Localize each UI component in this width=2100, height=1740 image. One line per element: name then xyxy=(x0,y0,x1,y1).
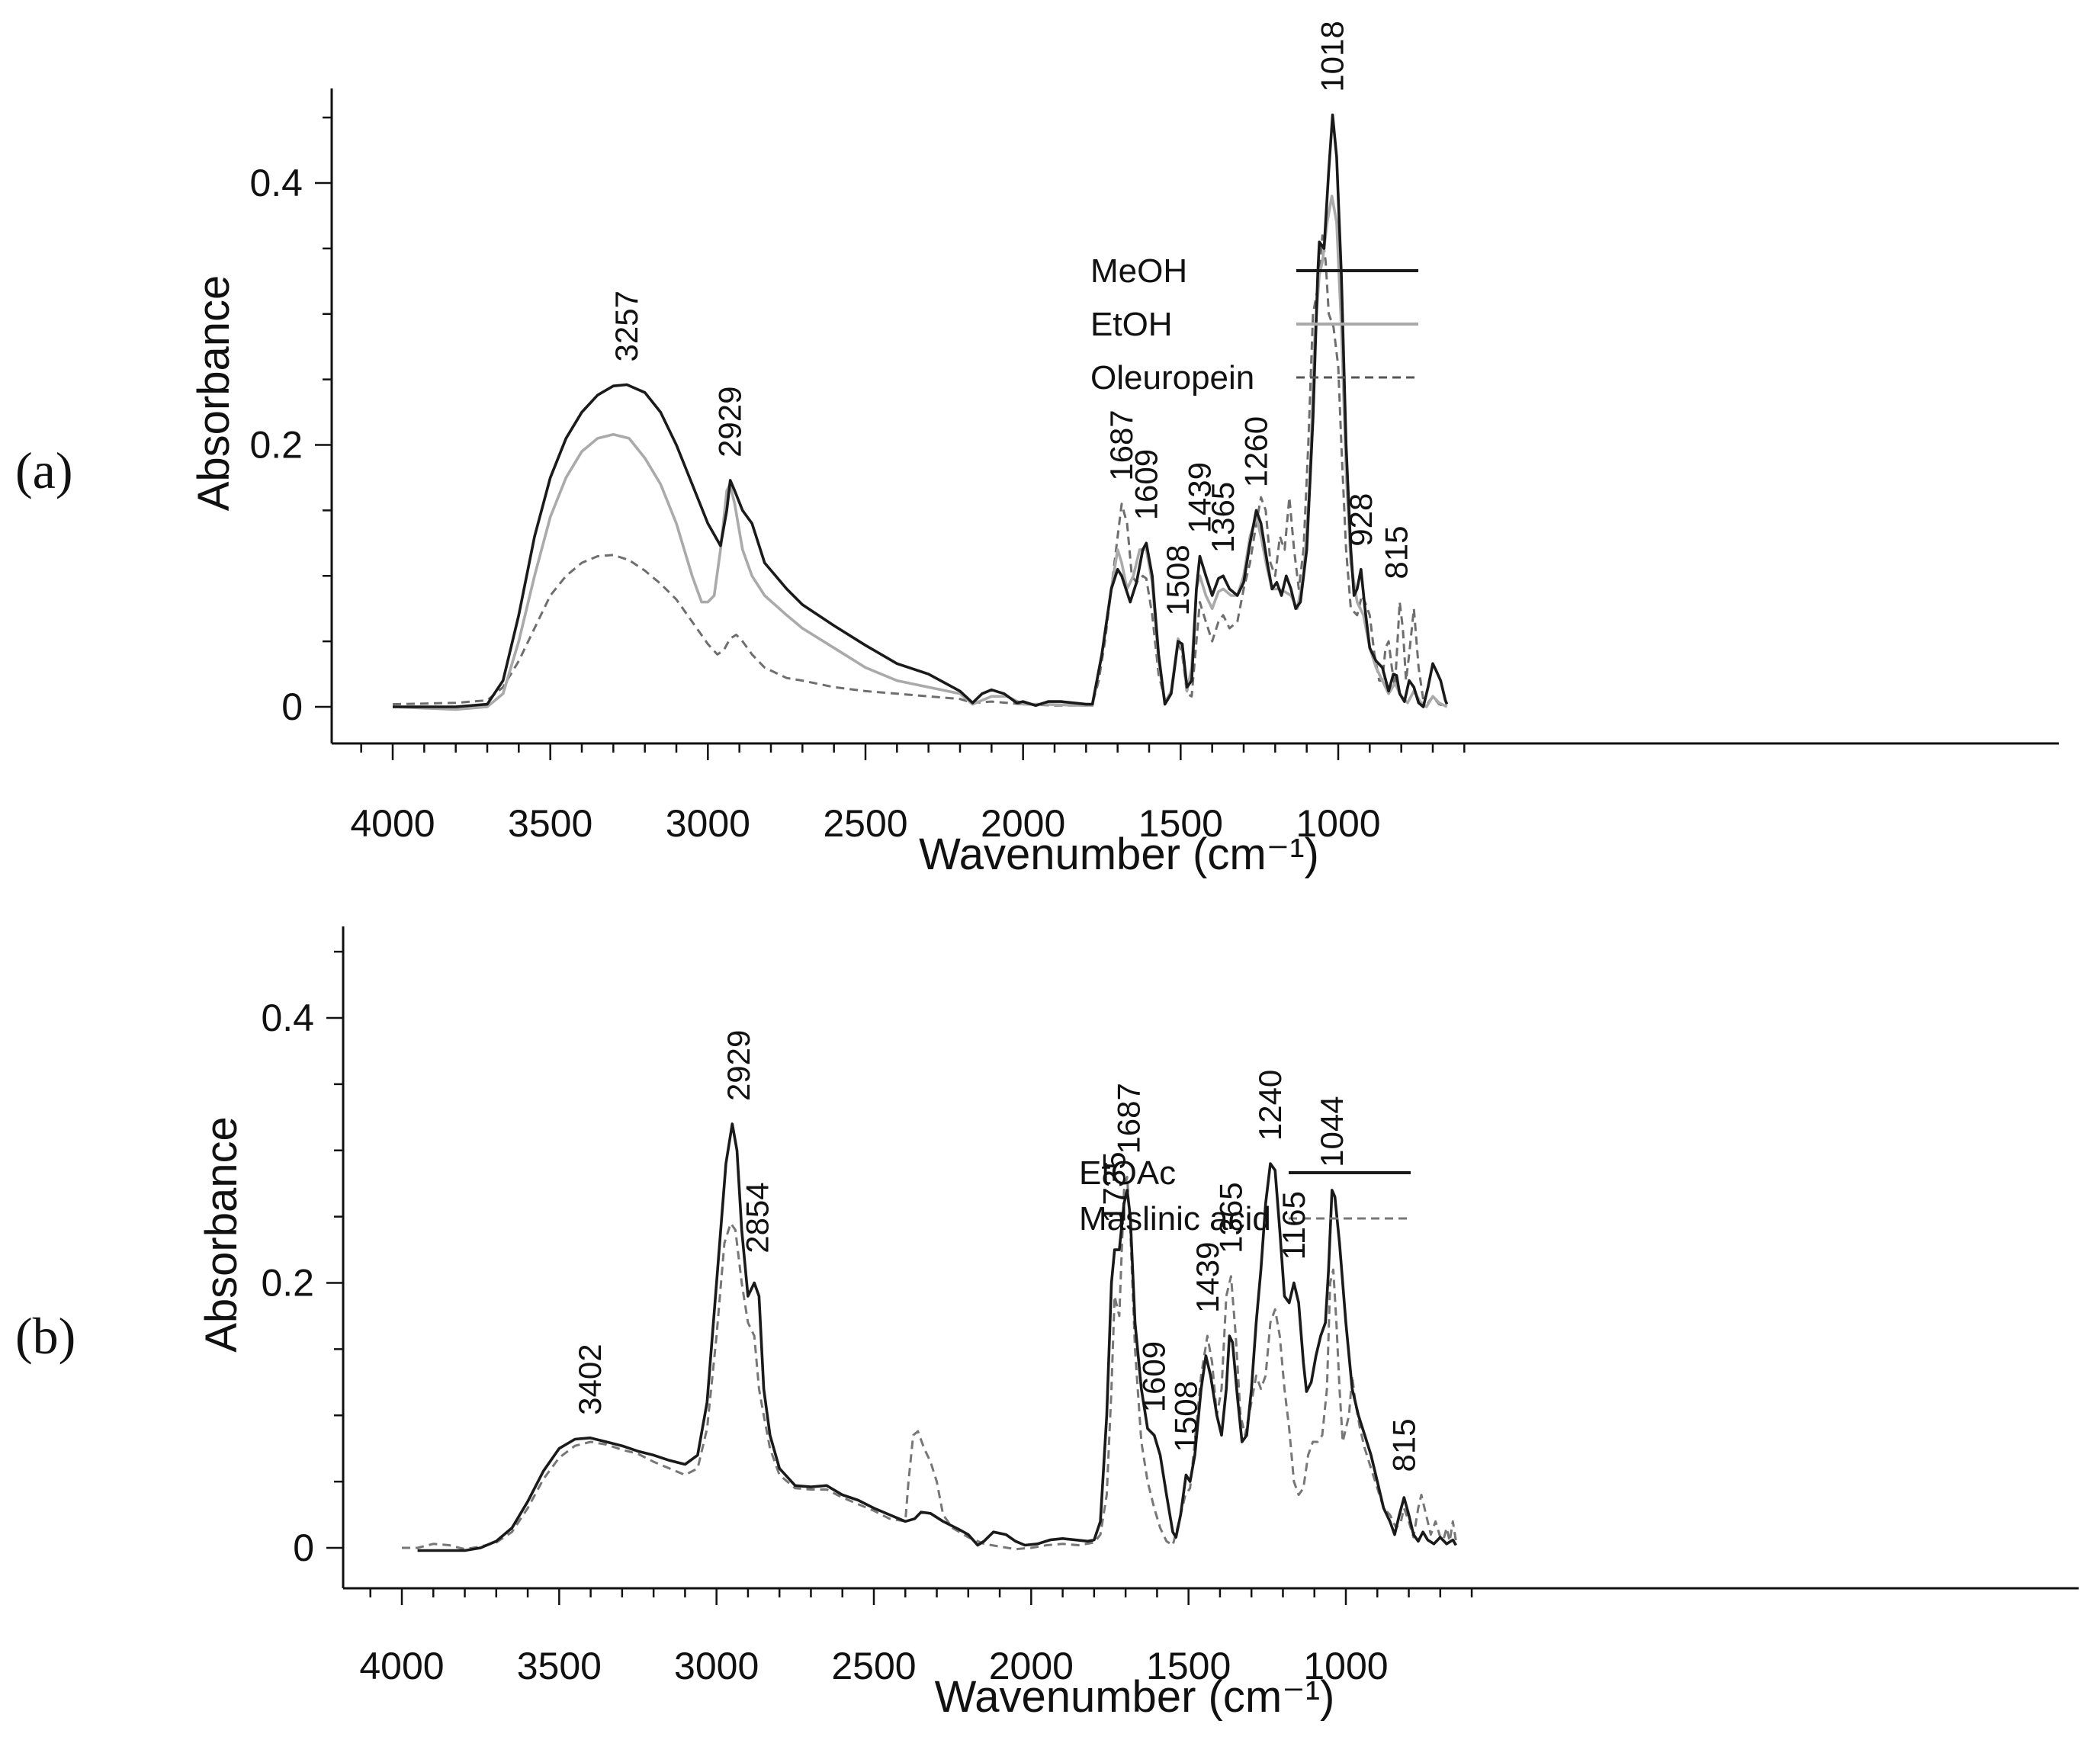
legend-label: Maslinic acid xyxy=(1079,1200,1271,1238)
x-tick-label: 3000 xyxy=(674,1645,759,1687)
y-tick-label: 0 xyxy=(281,685,303,728)
series-line-etoac xyxy=(417,1122,1457,1552)
peak-label: 1044 xyxy=(1314,1096,1350,1167)
peak-label: 1018 xyxy=(1315,21,1350,91)
peak-label: 3257 xyxy=(608,291,644,361)
y-tick-label: 0.2 xyxy=(249,424,303,467)
peak-label: 2929 xyxy=(712,386,748,457)
peak-label: 1260 xyxy=(1238,416,1273,487)
x-axis-title: Wavenumber (cm⁻¹) xyxy=(919,830,1319,879)
x-tick-label: 1000 xyxy=(1296,802,1380,845)
panel-label: (b) xyxy=(15,1307,75,1365)
series-line-oleuropein xyxy=(392,234,1448,708)
x-tick-label: 2000 xyxy=(989,1645,1074,1687)
series-line-etoh xyxy=(392,194,1448,711)
peak-label: 1508 xyxy=(1167,1381,1203,1452)
peak-label: 1508 xyxy=(1160,544,1196,615)
peak-label: 815 xyxy=(1379,526,1414,579)
x-tick-label: 2000 xyxy=(981,802,1065,845)
peak-label: 928 xyxy=(1343,493,1379,547)
x-tick-label: 3500 xyxy=(517,1645,602,1687)
x-tick-label: 3000 xyxy=(666,802,750,845)
y-axis-title: Absorbance xyxy=(189,275,239,512)
y-tick-label: 0.2 xyxy=(261,1262,314,1305)
chart-panel-b: 4000 3500 3000 2500 2000 1500 1000 0 0.2 0.4 Waven… xyxy=(15,926,2079,1722)
legend-label: MeOH xyxy=(1090,252,1187,290)
peak-label: 1240 xyxy=(1252,1070,1288,1141)
peak-label: 815 xyxy=(1386,1418,1421,1472)
x-tick-label: 2500 xyxy=(823,802,907,845)
legend-label: Oleuropein xyxy=(1090,359,1254,396)
x-tick-label: 1000 xyxy=(1303,1645,1388,1687)
peak-label: 1365 xyxy=(1205,482,1241,553)
peak-label: 1687 xyxy=(1103,409,1139,480)
x-tick-label: 1500 xyxy=(1146,1645,1231,1687)
peak-label: 1365 xyxy=(1212,1182,1248,1253)
y-axis-title: Absorbance xyxy=(197,1116,246,1353)
peak-label: 1439 xyxy=(1190,1242,1225,1313)
x-tick-label: 3500 xyxy=(508,802,592,845)
peak-label: 3402 xyxy=(572,1344,608,1414)
x-tick-label: 2500 xyxy=(831,1645,916,1687)
legend-label: EtOAc xyxy=(1079,1154,1176,1192)
peak-label: 1439 xyxy=(1181,462,1217,533)
y-tick-label: 0.4 xyxy=(249,162,303,204)
peak-label: 1165 xyxy=(1276,1191,1312,1260)
y-tick-label: 0 xyxy=(293,1527,314,1569)
y-tick-label: 0.4 xyxy=(261,997,314,1039)
peak-label: 1609 xyxy=(1136,1341,1172,1412)
x-tick-label: 4000 xyxy=(359,1645,444,1687)
x-tick-label: 1500 xyxy=(1138,802,1223,845)
legend-label: EtOH xyxy=(1090,306,1173,343)
peak-label: 1609 xyxy=(1128,449,1164,520)
panel-label: (a) xyxy=(15,441,72,499)
peak-label: 1687 xyxy=(1110,1083,1146,1154)
peak-label: 1735 xyxy=(1097,1151,1132,1222)
x-tick-label: 4000 xyxy=(350,802,435,845)
peak-label: 2854 xyxy=(739,1182,775,1253)
x-axis-title: Wavenumber (cm⁻¹) xyxy=(935,1672,1335,1722)
peak-label: 2929 xyxy=(721,1030,756,1101)
chart-panel-a: 4000 3500 3000 2500 2000 1500 1000 0 0.2 0.4 Waven… xyxy=(15,21,2059,879)
series-line-meoh xyxy=(393,113,1449,708)
